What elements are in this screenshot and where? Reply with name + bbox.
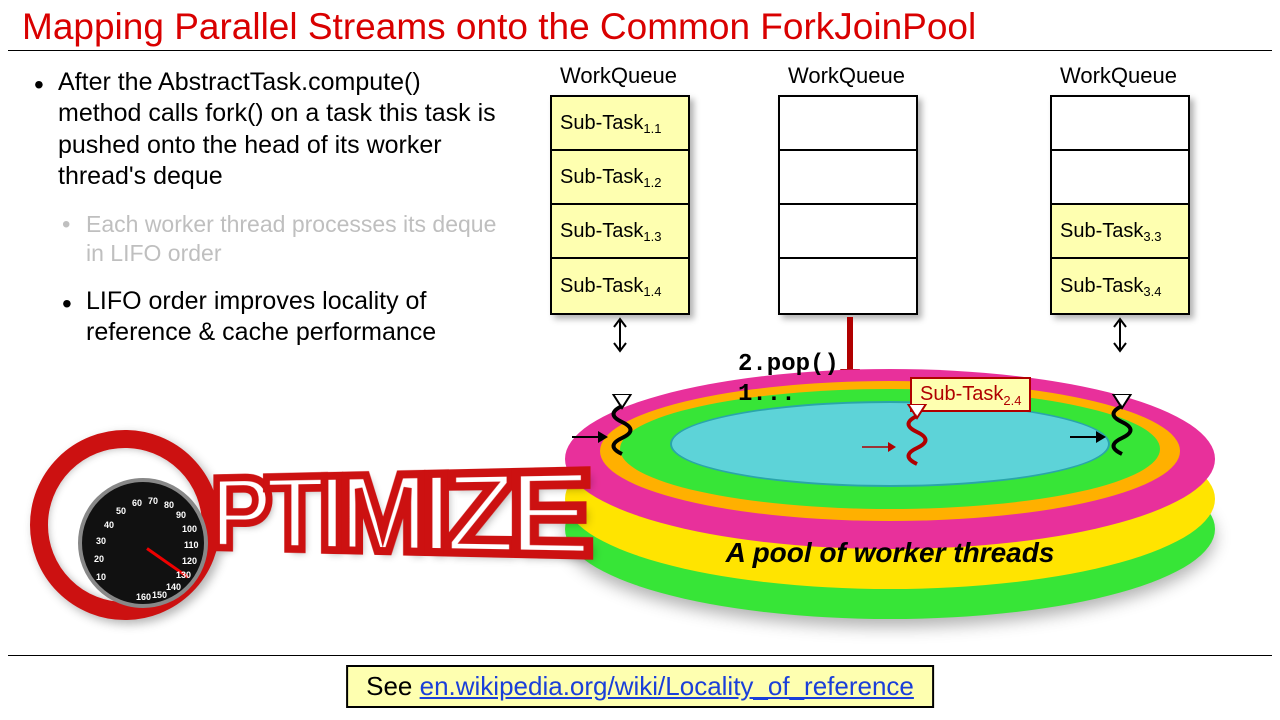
gauge-number: 60 <box>132 498 142 508</box>
arrow-right-icon-3 <box>1068 429 1108 445</box>
queue3-cell-4: Sub-Task3.4 <box>1052 259 1188 313</box>
pool-label: A pool of worker threads <box>540 537 1240 569</box>
gauge-number: 160 <box>136 592 151 602</box>
queue3-cell-2 <box>1052 151 1188 205</box>
optimize-text: PTIMIZE <box>211 443 584 584</box>
one-label: 1... <box>738 381 796 408</box>
queue2-cell-4 <box>780 259 916 313</box>
bullet-sub-2: LIFO order improves locality of referenc… <box>30 286 520 349</box>
gauge-number: 120 <box>182 556 197 566</box>
gauge-number: 50 <box>116 506 126 516</box>
workqueue-label-3: WorkQueue <box>1060 63 1177 89</box>
bullet-main-1: After the AbstractTask.compute() method … <box>30 67 520 192</box>
queue1-cell-3: Sub-Task1.3 <box>552 205 688 259</box>
queue1-cell-2: Sub-Task1.2 <box>552 151 688 205</box>
footer-divider <box>8 655 1272 656</box>
slide-title: Mapping Parallel Streams onto the Common… <box>8 0 1272 51</box>
footer-link[interactable]: en.wikipedia.org/wiki/Locality_of_refere… <box>420 671 914 701</box>
gauge-number: 40 <box>104 520 114 530</box>
gauge-number: 150 <box>152 590 167 600</box>
speedometer-gauge: 102030405060708090100110120130140150160 <box>78 478 208 608</box>
queue2-cell-3 <box>780 205 916 259</box>
arrow-right-icon-2 <box>860 439 900 455</box>
queue2-cell-1 <box>780 97 916 151</box>
queue1-cell-4: Sub-Task1.4 <box>552 259 688 313</box>
queue3-cell-3: Sub-Task3.3 <box>1052 205 1188 259</box>
bullet-sub-1: Each worker thread processes its deque i… <box>30 210 520 268</box>
diagram-area: WorkQueue WorkQueue WorkQueue Sub-Task1.… <box>520 59 1280 619</box>
gauge-number: 90 <box>176 510 186 520</box>
footer-prefix: See <box>366 671 420 701</box>
gauge-number: 30 <box>96 536 106 546</box>
gauge-number: 130 <box>176 570 191 580</box>
workqueue-label-1: WorkQueue <box>560 63 677 89</box>
optimize-graphic: 102030405060708090100110120130140150160 … <box>30 420 510 640</box>
gauge-number: 20 <box>94 554 104 564</box>
queue1-cell-1: Sub-Task1.1 <box>552 97 688 151</box>
workqueue-3: Sub-Task3.3 Sub-Task3.4 <box>1050 95 1190 315</box>
queue3-cell-1 <box>1052 97 1188 151</box>
pop-label: 2.pop() <box>738 351 839 378</box>
workqueue-label-2: WorkQueue <box>788 63 905 89</box>
gauge-number: 110 <box>184 540 199 550</box>
optimize-o-ring: 102030405060708090100110120130140150160 <box>30 430 220 620</box>
gauge-number: 70 <box>148 496 158 506</box>
gauge-number: 10 <box>96 572 106 582</box>
queue2-cell-2 <box>780 151 916 205</box>
workqueue-2 <box>778 95 918 315</box>
gauge-number: 100 <box>182 524 197 534</box>
gauge-number: 80 <box>164 500 174 510</box>
workqueue-1: Sub-Task1.1 Sub-Task1.2 Sub-Task1.3 Sub-… <box>550 95 690 315</box>
footer-reference-box: See en.wikipedia.org/wiki/Locality_of_re… <box>346 665 934 708</box>
gauge-number: 140 <box>166 582 181 592</box>
